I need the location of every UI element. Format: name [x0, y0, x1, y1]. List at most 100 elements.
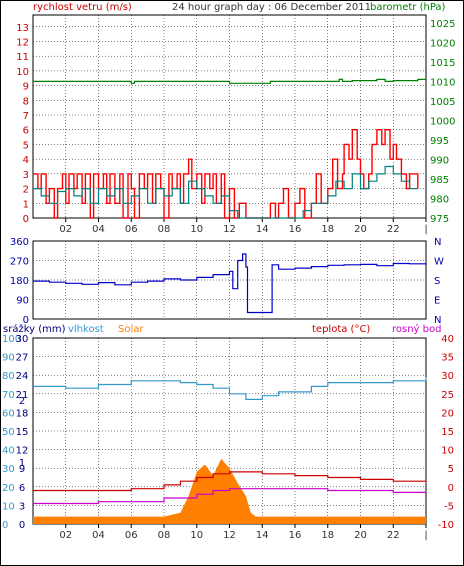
climate-legend-label: rosný bod: [392, 323, 441, 335]
pressure-tick-label: 1020: [430, 38, 455, 49]
wind-panel-x-tick-label: 04: [92, 224, 105, 235]
climate-panel-x-tick-label: 08: [158, 530, 171, 541]
pressure-series: [33, 78, 426, 84]
temperature-tick-label: 0: [448, 483, 454, 494]
wind-speed-tick-label: 3: [23, 170, 29, 181]
wind-panel-x-tick-label: 02: [59, 224, 72, 235]
rain-tick-label: 1: [19, 458, 25, 469]
secondary-tick-label: 9: [19, 464, 25, 475]
wind-speed-tick-label: 1: [23, 199, 29, 210]
temperature-tick-label: 10: [441, 446, 454, 457]
wind-speed-tick-label: 6: [23, 126, 29, 137]
climate-panel-x-tick-label: 18: [321, 530, 334, 541]
compass-label: N: [434, 237, 441, 248]
wind-panel-x-tick-label: 08: [158, 224, 171, 235]
secondary-tick-label: 12: [16, 446, 29, 457]
humidity-tick-label: 90: [2, 353, 15, 364]
pressure-tick-label: 1015: [430, 58, 455, 69]
secondary-tick-label: 6: [19, 483, 25, 494]
temperature-tick-label: 30: [441, 371, 454, 382]
secondary-tick-label: 24: [16, 371, 29, 382]
direction-tick-label: 180: [10, 276, 29, 287]
humidity-tick-label: 30: [2, 464, 15, 475]
wind-speed-tick-label: 13: [16, 23, 29, 34]
climate-panel-x-tick-label: 20: [354, 530, 367, 541]
climate-legend-label: vlhkost: [68, 324, 104, 335]
climate-legend-label: Solar: [118, 324, 144, 335]
chart-title: 24 hour graph day : 06 December 2011: [172, 2, 371, 13]
solar-area-series: [33, 458, 426, 524]
dewpoint-series: [33, 488, 426, 505]
wind-speed-tick-label: 4: [23, 155, 29, 166]
compass-label: N: [434, 315, 441, 326]
wind-speed-tick-label: 8: [23, 96, 29, 107]
humidity-tick-label: 100: [2, 334, 21, 345]
climate-panel-x-tick-label: 06: [125, 530, 138, 541]
humidity-tick-label: 80: [2, 371, 15, 382]
temperature-tick-label: 35: [441, 353, 454, 364]
secondary-tick-label: 3: [19, 501, 25, 512]
humidity-tick-label: 60: [2, 408, 15, 419]
humidity-tick-label: 70: [2, 390, 15, 401]
wind-panel-x-tick-label: 18: [321, 224, 334, 235]
humidity-series: [33, 377, 427, 400]
humidity-tick-label: 20: [2, 483, 15, 494]
humidity-tick-label: 50: [2, 427, 15, 438]
temperature-tick-label: -5: [444, 501, 454, 512]
temperature-tick-label: 40: [441, 334, 454, 345]
wind-gust-series: [33, 129, 419, 219]
wind-average-series: [33, 165, 418, 219]
wind-panel-x-tick-label: 16: [289, 224, 302, 235]
pressure-tick-label: 980: [430, 194, 449, 205]
climate-panel-x-tick-label: 04: [92, 530, 105, 541]
humidity-tick-label: 0: [2, 520, 8, 531]
secondary-tick-label: 27: [16, 353, 29, 364]
wind-speed-tick-label: 10: [16, 67, 29, 78]
wind-panel-x-tick-label: 22: [387, 224, 400, 235]
climate-legend-label: teplota (°C): [312, 324, 370, 335]
secondary-tick-label: 21: [16, 390, 29, 401]
wind-panel-x-tick-label: 06: [125, 224, 138, 235]
direction-tick-label: 0: [23, 315, 29, 326]
secondary-tick-label: 30: [16, 334, 29, 345]
climate-panel-x-tick-label: |: [424, 530, 427, 541]
climate-panel-x-tick-label: 16: [289, 530, 302, 541]
pressure-tick-label: 985: [430, 175, 449, 186]
temperature-tick-label: 25: [441, 390, 454, 401]
wind-speed-tick-label: 11: [16, 52, 29, 63]
rain-tick-label: 0: [19, 520, 25, 531]
pressure-tick-label: 1000: [430, 116, 455, 127]
wind-panel-x-tick-label: 14: [256, 224, 269, 235]
temperature-tick-label: 5: [448, 464, 454, 475]
humidity-tick-label: 10: [2, 501, 15, 512]
pressure-tick-label: 1025: [430, 19, 455, 30]
secondary-tick-label: 18: [16, 408, 29, 419]
wind-speed-tick-label: 0: [23, 214, 29, 225]
climate-panel-x-tick-label: 02: [59, 530, 72, 541]
pressure-tick-label: 1005: [430, 97, 455, 108]
direction-tick-label: 90: [16, 296, 29, 307]
temperature-series: [33, 471, 427, 492]
climate-panel-x-tick-label: 12: [223, 530, 236, 541]
wind-panel-x-tick-label: 10: [190, 224, 203, 235]
temperature-tick-label: 20: [441, 408, 454, 419]
direction-tick-label: 270: [10, 257, 29, 268]
secondary-tick-label: 15: [16, 427, 29, 438]
pressure-tick-label: 1010: [430, 77, 455, 88]
temperature-tick-label: -10: [438, 520, 454, 531]
wind-panel-x-tick-label: |: [424, 224, 427, 235]
compass-label: S: [434, 276, 440, 287]
compass-label: E: [434, 296, 440, 307]
pressure-axis-title: barometr (hPa): [370, 2, 446, 13]
wind-panel-x-tick-label: 12: [223, 224, 236, 235]
rain-tick-label: 2: [19, 396, 25, 407]
wind-speed-tick-label: 9: [23, 82, 29, 93]
pressure-tick-label: 995: [430, 136, 449, 147]
wind-direction-series: [33, 253, 427, 314]
wind-speed-axis-title: rychlost vetru (m/s): [33, 2, 132, 13]
pressure-tick-label: 990: [430, 155, 449, 166]
temperature-tick-label: 15: [441, 427, 454, 438]
wind-speed-tick-label: 2: [23, 185, 29, 196]
